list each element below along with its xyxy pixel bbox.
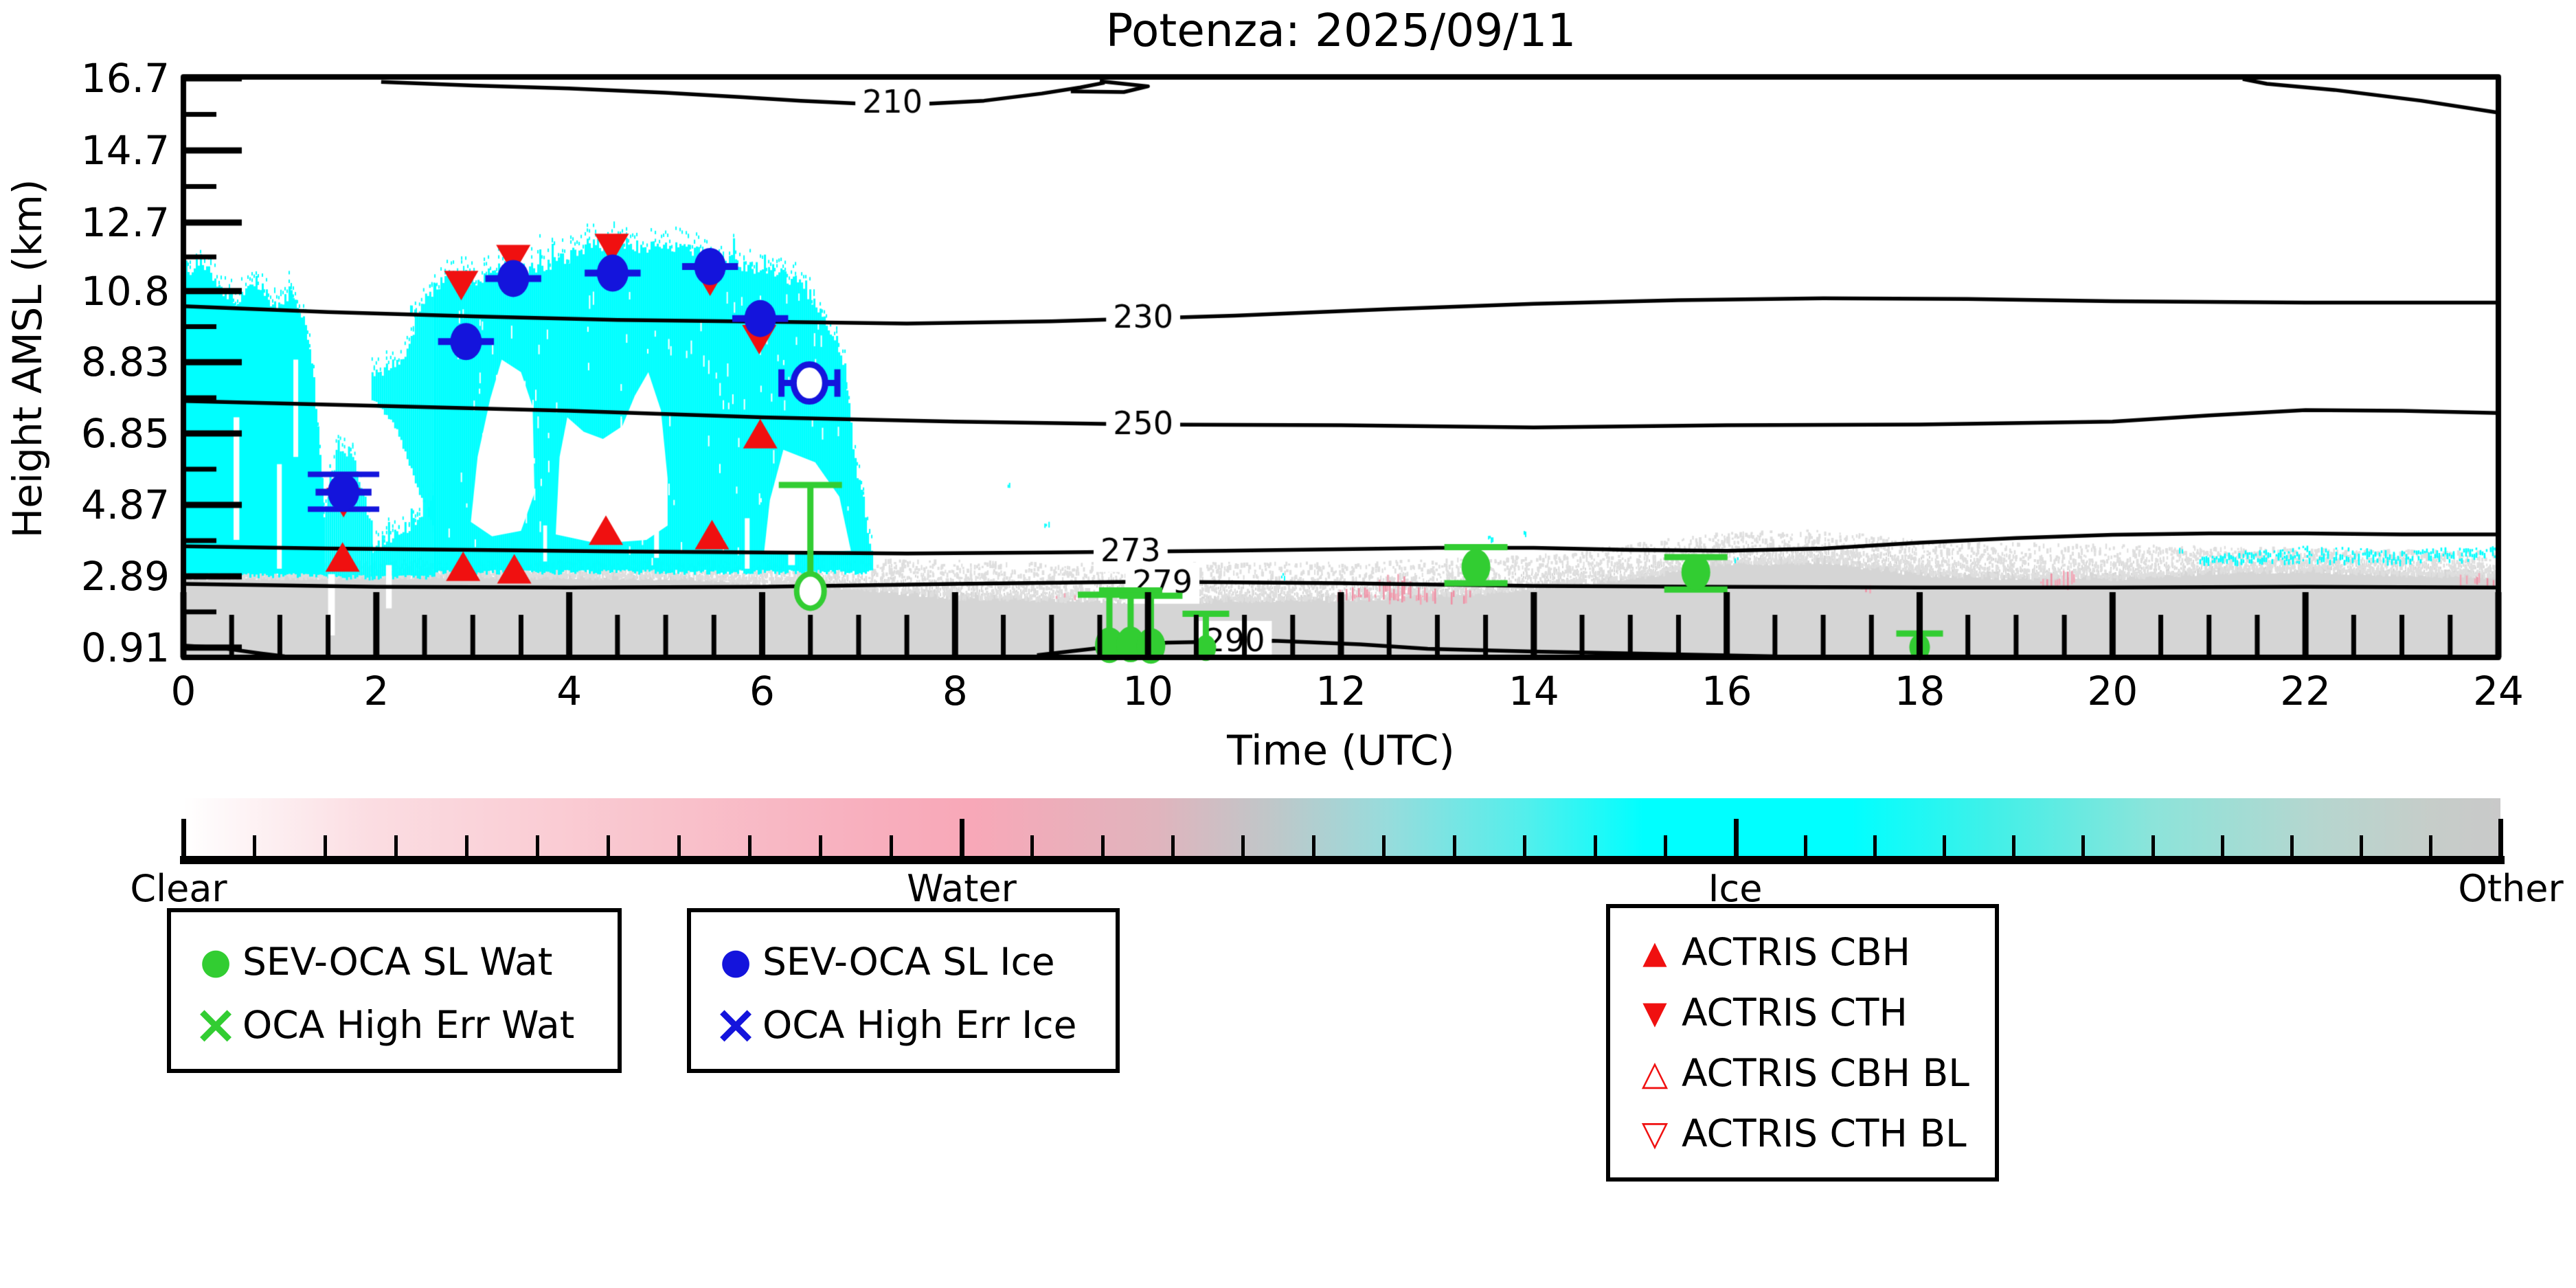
colorbar-minor-tick xyxy=(747,835,752,856)
colorbar-minor-tick xyxy=(1382,835,1386,856)
y-tick-label: 16.7 xyxy=(80,55,170,102)
x-tick-label: 4 xyxy=(556,668,583,714)
y-axis-title: Height AMSL (km) xyxy=(4,179,51,539)
x-tick-label: 22 xyxy=(2280,668,2331,714)
legend-item: ● SEV-OCA SL Ice xyxy=(691,930,1116,993)
red-triangle-up-filled-icon: ▲ xyxy=(1642,934,1667,971)
colorbar-label-clear: Clear xyxy=(130,867,227,910)
colorbar-label-other: Other xyxy=(2458,867,2564,910)
colorbar-axis-line xyxy=(180,856,2505,864)
colorbar-minor-tick xyxy=(1663,835,1667,856)
colorbar-minor-tick xyxy=(2012,835,2016,856)
legend-sev-oca-wat: ● SEV-OCA SL Wat × OCA High Err Wat xyxy=(167,908,622,1073)
legend-item: ▲ ACTRIS CBH xyxy=(1610,922,1995,982)
colorbar-minor-tick xyxy=(535,835,539,856)
x-tick-label: 14 xyxy=(1508,668,1559,714)
legend-item: ▽ ACTRIS CTH BL xyxy=(1610,1103,1995,1164)
colorbar-minor-tick xyxy=(2081,835,2086,856)
legend-item-label: ACTRIS CTH BL xyxy=(1682,1111,1967,1155)
y-tick-label: 4.87 xyxy=(80,481,170,528)
colorbar-minor-tick xyxy=(677,835,681,856)
y-tick-label: 8.83 xyxy=(80,339,170,386)
colorbar-minor-tick xyxy=(1030,835,1035,856)
colorbar-minor-tick xyxy=(1100,835,1105,856)
red-triangle-down-filled-icon: ▼ xyxy=(1642,994,1667,1031)
colorbar-minor-tick xyxy=(2360,835,2364,856)
colorbar-major-tick xyxy=(1733,819,1739,856)
colorbar-minor-tick xyxy=(1523,835,1527,856)
red-triangle-up-open-icon: △ xyxy=(1641,1053,1669,1093)
legend-sev-oca-ice: ● SEV-OCA SL Ice × OCA High Err Ice xyxy=(687,908,1120,1073)
colorbar-minor-tick xyxy=(2429,835,2433,856)
colorbar-minor-tick xyxy=(323,835,327,856)
chart-title: Potenza: 2025/09/11 xyxy=(1105,4,1577,57)
blue-filled-circle-icon: ● xyxy=(720,941,752,982)
colorbar-minor-tick xyxy=(889,835,893,856)
legend-actris: ▲ ACTRIS CBH ▼ ACTRIS CTH △ ACTRIS CBH B… xyxy=(1606,904,1999,1182)
legend-item-label: ACTRIS CBH xyxy=(1682,930,1910,974)
legend-item-label: OCA High Err Wat xyxy=(242,1003,575,1047)
x-tick-label: 18 xyxy=(1894,668,1945,714)
colorbar-minor-tick xyxy=(2220,835,2224,856)
colorbar-minor-tick xyxy=(2290,835,2294,856)
x-tick-label: 6 xyxy=(749,668,775,714)
colorbar-label-water: Water xyxy=(907,867,1017,910)
x-tick-label: 10 xyxy=(1122,668,1174,714)
y-tick-label: 6.85 xyxy=(80,410,170,457)
colorbar-major-tick xyxy=(960,819,965,856)
y-tick-label: 12.7 xyxy=(80,199,170,247)
colorbar-minor-tick xyxy=(2151,835,2155,856)
legend-item-label: OCA High Err Ice xyxy=(762,1003,1077,1047)
colorbar-minor-tick xyxy=(1803,835,1807,856)
blue-x-mark-icon: × xyxy=(713,994,758,1056)
y-tick-label: 0.91 xyxy=(80,624,170,671)
colorbar-minor-tick xyxy=(394,835,398,856)
colorbar-minor-tick xyxy=(252,835,256,856)
green-x-mark-icon: × xyxy=(193,994,238,1056)
y-tick-label: 10.8 xyxy=(80,267,170,315)
legend-item: × OCA High Err Ice xyxy=(691,993,1116,1057)
colorbar-minor-tick xyxy=(818,835,822,856)
x-tick-label: 2 xyxy=(363,668,389,714)
legend-item-label: SEV-OCA SL Ice xyxy=(762,940,1055,984)
legend-item-label: ACTRIS CTH xyxy=(1682,991,1908,1035)
x-tick-label: 16 xyxy=(1701,668,1752,714)
colorbar-minor-tick xyxy=(606,835,610,856)
colorbar-minor-tick xyxy=(1171,835,1175,856)
legend-item: ▼ ACTRIS CTH xyxy=(1610,982,1995,1043)
colorbar-minor-tick xyxy=(1873,835,1877,856)
legend-item: △ ACTRIS CBH BL xyxy=(1610,1043,1995,1103)
colorbar-minor-tick xyxy=(464,835,468,856)
legend-item-label: SEV-OCA SL Wat xyxy=(242,940,553,984)
x-tick-label: 8 xyxy=(942,668,968,714)
x-axis-title: Time (UTC) xyxy=(1227,727,1455,775)
colorbar-label-ice: Ice xyxy=(1708,867,1763,910)
x-tick-label: 12 xyxy=(1315,668,1366,714)
x-tick-label: 0 xyxy=(170,668,196,714)
colorbar-minor-tick xyxy=(1942,835,1946,856)
colorbar-minor-tick xyxy=(1311,835,1315,856)
y-tick-label: 14.7 xyxy=(80,127,170,174)
colorbar-major-tick xyxy=(2498,819,2503,856)
legend-item-label: ACTRIS CBH BL xyxy=(1682,1051,1969,1095)
x-tick-label: 20 xyxy=(2087,668,2138,714)
x-tick-label: 24 xyxy=(2473,668,2524,714)
colorbar-minor-tick xyxy=(1593,835,1597,856)
legend-item: × OCA High Err Wat xyxy=(171,993,618,1057)
green-filled-circle-icon: ● xyxy=(200,941,231,982)
y-tick-label: 2.89 xyxy=(80,552,170,600)
colorbar-major-tick xyxy=(181,819,186,856)
red-triangle-down-open-icon: ▽ xyxy=(1641,1114,1669,1153)
classification-colorbar xyxy=(183,798,2500,856)
colorbar-minor-tick xyxy=(1452,835,1456,856)
legend-item: ● SEV-OCA SL Wat xyxy=(171,930,618,993)
colorbar-minor-tick xyxy=(1241,835,1245,856)
